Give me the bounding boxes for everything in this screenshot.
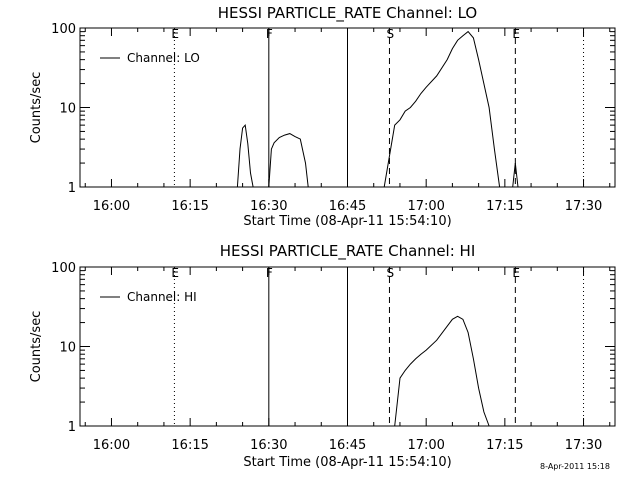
- event-marker-label: E: [512, 27, 520, 41]
- series-line: [394, 315, 490, 427]
- event-marker-label: F: [266, 266, 273, 280]
- x-tick-label: 16:45: [329, 438, 366, 453]
- legend-entry: Channel: LO: [127, 51, 200, 65]
- event-marker-label: S: [386, 27, 394, 41]
- x-tick-label: 17:30: [565, 199, 602, 214]
- series-line: [383, 30, 501, 188]
- series-line: [236, 123, 254, 188]
- y-tick-label: 10: [59, 341, 76, 356]
- x-tick-label: 17:15: [486, 438, 523, 453]
- x-tick-label: 16:00: [93, 438, 130, 453]
- y-tick-label: 1: [68, 181, 76, 196]
- series-line: [512, 163, 519, 188]
- x-tick-label: 17:15: [486, 199, 523, 214]
- y-tick-label: 100: [51, 261, 76, 276]
- legend-entry: Channel: HI: [127, 290, 197, 304]
- footer-timestamp: 8-Apr-2011 15:18: [540, 462, 610, 471]
- x-tick-label: 17:30: [565, 438, 602, 453]
- x-tick-label: 17:00: [407, 438, 444, 453]
- panel-hi: HESSI PARTICLE_RATE Channel: HI 16:00 16:1…: [29, 242, 616, 470]
- event-marker-label: S: [386, 266, 394, 280]
- y-axis-label: Counts/sec: [29, 311, 44, 383]
- y-tick-label: 1: [68, 420, 76, 435]
- x-tick-label: 16:30: [250, 438, 287, 453]
- event-marker-label: E: [171, 266, 179, 280]
- series-line: [268, 133, 309, 188]
- event-marker-label: F: [266, 27, 273, 41]
- x-tick-label: 16:15: [171, 438, 208, 453]
- y-axis-label: Counts/sec: [29, 72, 44, 144]
- x-tick-label: 16:15: [171, 199, 208, 214]
- x-tick-label: 16:45: [329, 199, 366, 214]
- y-tick-label: 10: [59, 102, 76, 117]
- chart-title: HESSI PARTICLE_RATE Channel: HI: [220, 242, 476, 261]
- event-marker-label: E: [512, 266, 520, 280]
- x-axis-label: Start Time (08-Apr-11 15:54:10): [243, 455, 451, 470]
- event-marker-label: E: [171, 27, 179, 41]
- y-tick-label: 100: [51, 22, 76, 37]
- x-tick-label: 16:30: [250, 199, 287, 214]
- x-tick-label: 16:00: [93, 199, 130, 214]
- x-tick-label: 17:00: [407, 199, 444, 214]
- chart-title: HESSI PARTICLE_RATE Channel: LO: [218, 4, 477, 23]
- x-axis-label: Start Time (08-Apr-11 15:54:10): [243, 214, 451, 229]
- panel-lo: HESSI PARTICLE_RATE Channel: LO 16:00 16:1…: [29, 4, 616, 229]
